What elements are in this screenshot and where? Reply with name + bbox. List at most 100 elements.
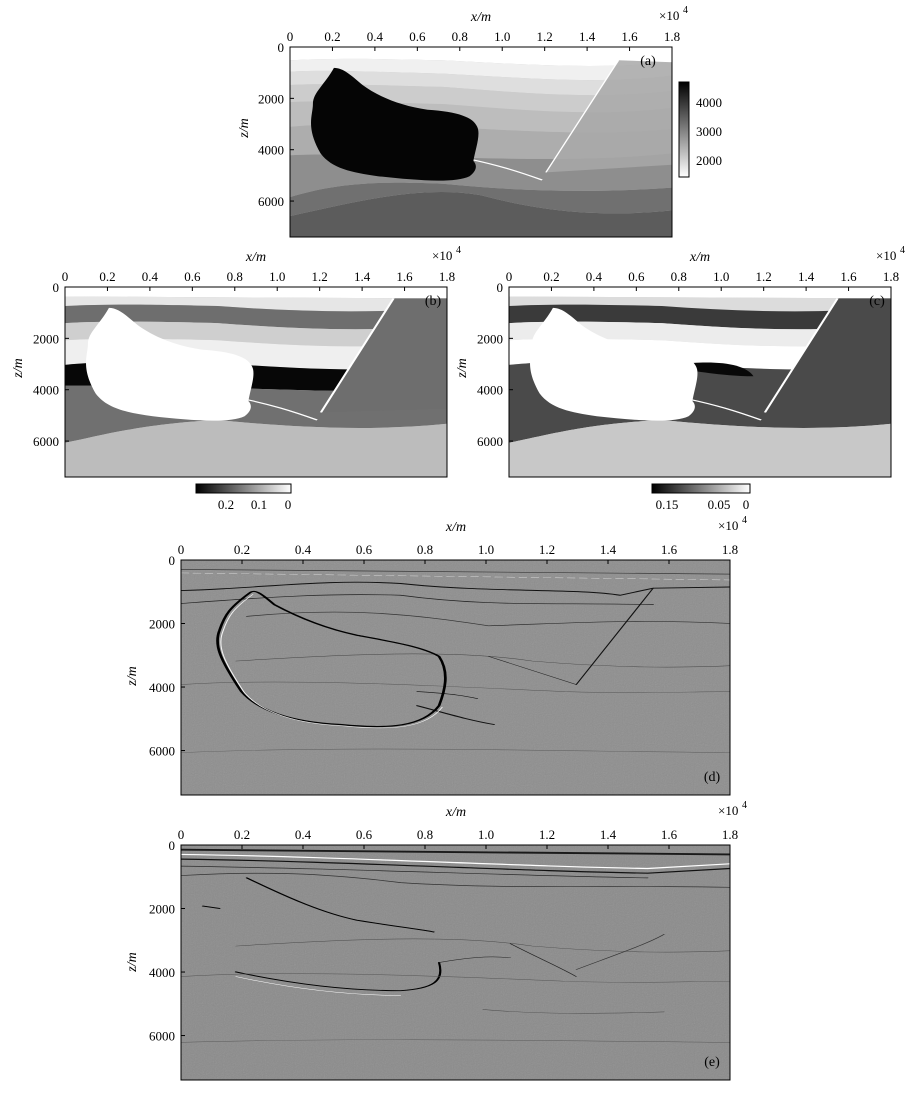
z-tick-label: 6000 (149, 744, 175, 759)
x-tick-label: 0.8 (417, 827, 433, 842)
svg-text:×10: ×10 (718, 803, 738, 818)
svg-text:4: 4 (683, 5, 688, 16)
z-tick-label: 4000 (149, 965, 175, 980)
panel-c: (c) 0.15 0.05 0 0 0.2 0.4 0.6 0.8 1.0 1.2 1.4 1.… (477, 269, 899, 512)
x-tick-label: 1.4 (354, 269, 371, 284)
x-tick-label: 1.2 (539, 827, 555, 842)
panel-c-x-label: x/m (689, 250, 710, 265)
z-tick-label: 4000 (33, 383, 59, 398)
panel-b-z-label: z/m (11, 358, 26, 378)
z-tick-label: 6000 (33, 434, 59, 449)
x-tick-label: 0 (287, 29, 294, 44)
x-tick-label: 0.8 (417, 542, 433, 557)
panel-c-colorbar-tick: 0.05 (708, 497, 731, 512)
z-tick-label: 2000 (149, 902, 175, 917)
panel-a-x-label: x/m (470, 10, 491, 25)
x-tick-label: 0.4 (295, 827, 312, 842)
x-tick-label: 0.4 (586, 269, 603, 284)
svg-text:×10: ×10 (659, 8, 679, 23)
x-tick-label: 0.6 (356, 827, 373, 842)
panel-d-label: (d) (704, 770, 721, 785)
z-tick-label: 4000 (149, 680, 175, 695)
x-tick-label: 1.4 (600, 827, 617, 842)
x-tick-label: 1.8 (439, 269, 455, 284)
x-tick-label: 1.6 (661, 542, 678, 557)
x-tick-label: 0.4 (142, 269, 159, 284)
panel-c-colorbar-tick: 0.15 (656, 497, 679, 512)
panel-c-z-label: z/m (455, 358, 470, 378)
panel-e-x-label: x/m (445, 805, 466, 820)
x-tick-label: 1.0 (713, 269, 729, 284)
x-tick-label: 0 (62, 269, 69, 284)
z-tick-label: 2000 (477, 331, 503, 346)
x-tick-label: 0.6 (356, 542, 373, 557)
z-tick-label: 2000 (149, 617, 175, 632)
svg-text:×10: ×10 (876, 248, 896, 263)
panel-a-label: (a) (640, 54, 656, 69)
z-tick-label: 6000 (149, 1029, 175, 1044)
panel-e-x-scale: ×10 4 (718, 800, 747, 818)
panel-e-label: (e) (704, 1055, 720, 1070)
x-tick-label: 1.0 (494, 29, 510, 44)
z-tick-label: 0 (169, 553, 176, 568)
x-tick-label: 0 (506, 269, 513, 284)
panel-b-x-label: x/m (245, 250, 266, 265)
x-tick-label: 1.6 (396, 269, 413, 284)
x-tick-label: 1.8 (722, 542, 738, 557)
x-tick-label: 0.6 (628, 269, 645, 284)
svg-text:×10: ×10 (718, 518, 738, 533)
z-tick-label: 6000 (258, 194, 284, 209)
svg-text:4: 4 (742, 800, 747, 811)
z-tick-label: 4000 (258, 143, 284, 158)
x-tick-label: 1.8 (883, 269, 899, 284)
panel-d-z-label: z/m (125, 666, 140, 686)
x-tick-label: 0.8 (227, 269, 243, 284)
z-tick-label: 0 (497, 280, 504, 295)
panel-a: (a) 4000 3000 2000 0 0.2 0.4 0.6 0.8 1.0 1.2 1.… (258, 29, 722, 238)
panel-d-x-scale: ×10 4 (718, 515, 747, 533)
x-tick-label: 1.4 (579, 29, 596, 44)
panel-a-z-label: z/m (237, 118, 252, 138)
x-tick-label: 1.2 (312, 269, 328, 284)
panel-e-z-label: z/m (125, 952, 140, 972)
z-tick-label: 2000 (33, 331, 59, 346)
x-tick-label: 0.6 (409, 29, 426, 44)
svg-text:×10: ×10 (432, 248, 452, 263)
z-tick-label: 0 (169, 838, 176, 853)
x-tick-label: 1.0 (478, 827, 494, 842)
x-tick-label: 0 (178, 542, 185, 557)
x-tick-label: 1.2 (756, 269, 772, 284)
panel-b: (b) 0.2 0.1 0 0 0.2 0.4 0.6 0.8 1.0 1.2 1.4 1.6 1… (33, 269, 455, 512)
panel-c-label: (c) (869, 294, 885, 309)
x-tick-label: 0.2 (324, 29, 340, 44)
panel-a-colorbar (678, 81, 690, 178)
x-tick-label: 0.2 (234, 542, 250, 557)
panel-c-x-scale: ×10 4 (876, 245, 905, 263)
x-tick-label: 0.8 (452, 29, 468, 44)
x-tick-label: 0 (178, 827, 185, 842)
panel-b-colorbar (195, 483, 292, 494)
x-tick-label: 0.2 (99, 269, 115, 284)
z-tick-label: 4000 (477, 383, 503, 398)
x-tick-label: 0.4 (295, 542, 312, 557)
panel-a-x-scale: ×10 4 (659, 5, 688, 23)
x-tick-label: 0.2 (543, 269, 559, 284)
z-tick-label: 6000 (477, 434, 503, 449)
x-tick-label: 1.8 (722, 827, 738, 842)
panel-b-x-scale: ×10 4 (432, 245, 461, 263)
z-tick-label: 0 (278, 40, 285, 55)
panel-b-label: (b) (425, 294, 442, 309)
panel-b-colorbar-tick: 0 (285, 497, 292, 512)
x-tick-label: 0.8 (671, 269, 687, 284)
z-tick-label: 0 (53, 280, 60, 295)
x-tick-label: 1.0 (478, 542, 494, 557)
panel-e: (e) 0 0.2 0.4 0.6 0.8 1.0 1.2 1.4 1.6 1.8 0 2000 40… (149, 827, 738, 1081)
svg-text:4: 4 (742, 515, 747, 526)
panel-a-colorbar-tick: 3000 (696, 124, 722, 139)
panel-c-colorbar-tick: 0 (743, 497, 750, 512)
panel-b-colorbar-tick: 0.2 (218, 497, 234, 512)
x-tick-label: 0.4 (367, 29, 384, 44)
panel-d: (d) 0 0.2 0.4 0.6 0.8 1.0 1.2 1.4 1.6 1.8 0 2000 40… (149, 542, 738, 796)
panel-c-colorbar (651, 483, 751, 494)
